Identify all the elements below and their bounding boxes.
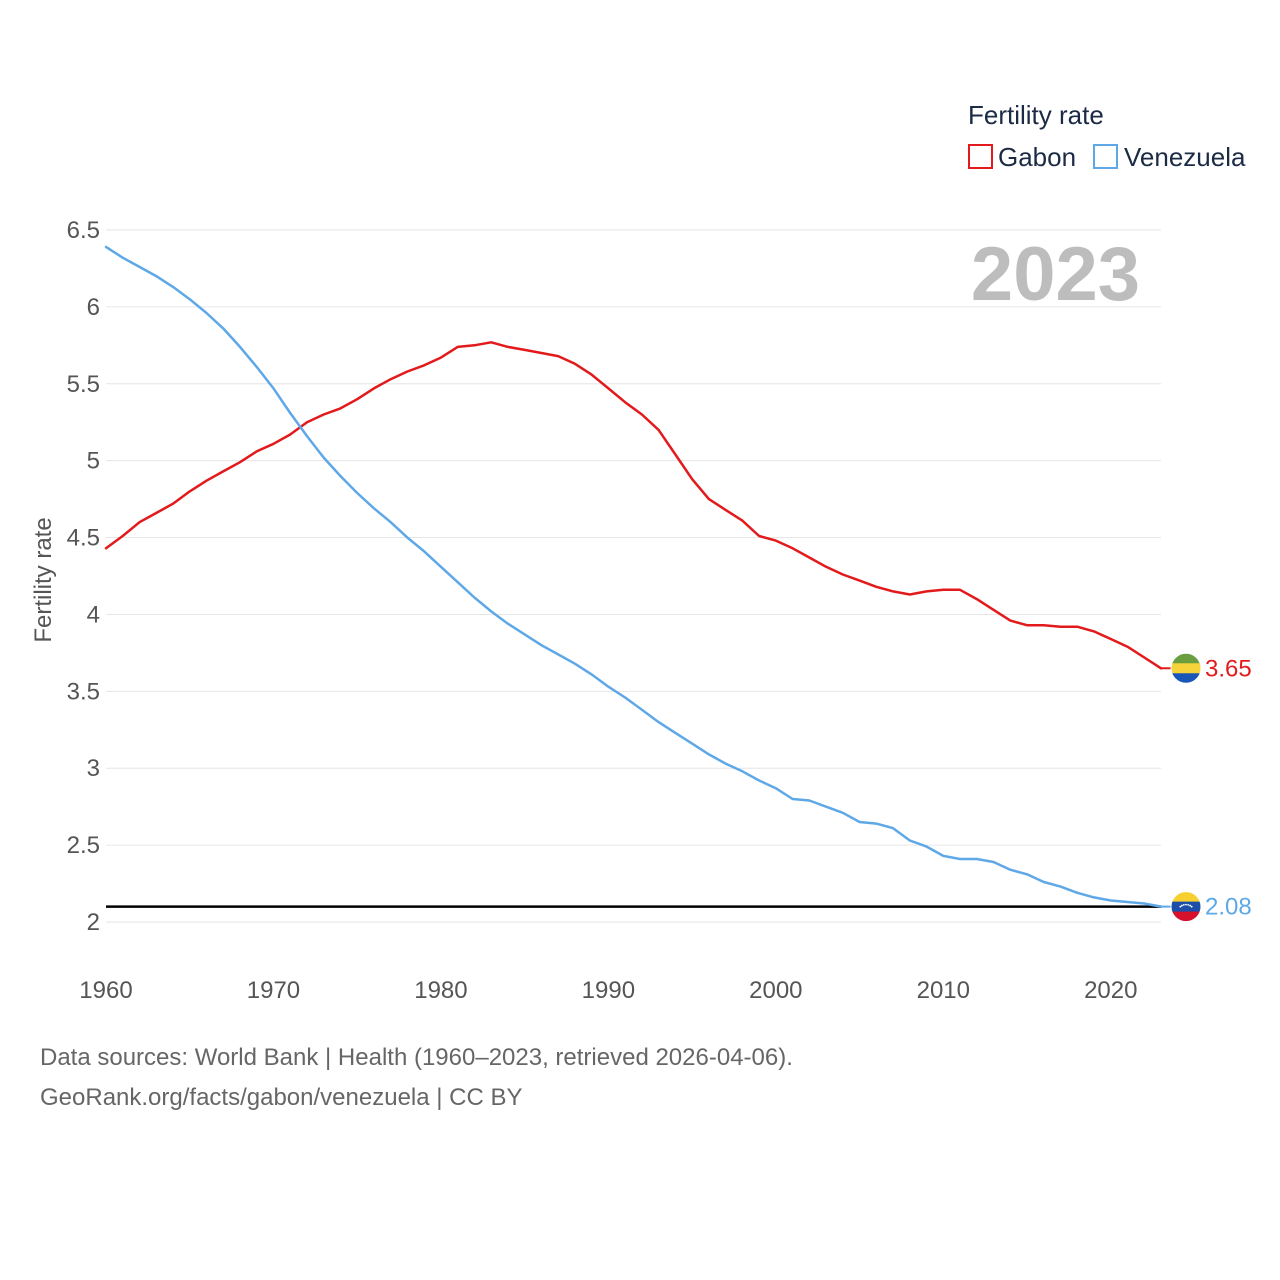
y-axis-title: Fertility rate bbox=[30, 517, 57, 642]
flag-venezuela-icon bbox=[1171, 891, 1201, 922]
x-tick-label: 1970 bbox=[247, 977, 300, 1004]
y-tick-label: 2 bbox=[87, 909, 100, 936]
flag-gabon-icon bbox=[1171, 653, 1201, 684]
flag-border bbox=[1170, 891, 1202, 923]
x-tick-label: 1990 bbox=[582, 977, 635, 1004]
series-lines bbox=[104, 245, 1163, 908]
x-axis-ticks: 1960 1970 1980 1990 2000 2010 2020 bbox=[79, 977, 1137, 1004]
legend-swatch-gabon bbox=[968, 144, 993, 169]
y-tick-label: 4 bbox=[87, 601, 100, 628]
y-tick-label: 5 bbox=[87, 448, 100, 475]
source-line-2: GeoRank.org/facts/gabon/venezuela | CC B… bbox=[40, 1084, 523, 1111]
x-tick-label: 2000 bbox=[749, 977, 802, 1004]
y-tick-label: 6 bbox=[87, 294, 100, 321]
series-end-markers: 3.65 2.08 bbox=[1161, 652, 1252, 923]
y-tick-label: 2.5 bbox=[67, 832, 100, 859]
legend-label-gabon: Gabon bbox=[998, 142, 1076, 172]
y-axis-ticks: 2 2.5 3 3.5 4 4.5 5 5.5 6 6.5 bbox=[67, 217, 100, 936]
series-line-gabon bbox=[104, 341, 1163, 670]
x-tick-label: 1960 bbox=[79, 977, 132, 1004]
flag-border bbox=[1170, 652, 1202, 684]
legend-item-gabon[interactable]: Gabon bbox=[968, 142, 1076, 172]
legend-item-venezuela[interactable]: Venezuela bbox=[1093, 142, 1246, 172]
legend-swatch-venezuela bbox=[1093, 144, 1118, 169]
source-line-1: Data sources: World Bank | Health (1960–… bbox=[40, 1044, 793, 1071]
x-tick-label: 2020 bbox=[1084, 977, 1137, 1004]
legend: Fertility rate Gabon Venezuela bbox=[968, 100, 1246, 172]
series-line-venezuela bbox=[104, 245, 1163, 908]
grid-lines bbox=[106, 229, 1161, 923]
y-tick-label: 3.5 bbox=[67, 678, 100, 705]
year-label: 2023 bbox=[971, 232, 1140, 317]
end-value-label-gabon: 3.65 bbox=[1205, 655, 1252, 682]
x-tick-label: 2010 bbox=[917, 977, 970, 1004]
y-tick-label: 4.5 bbox=[67, 525, 100, 552]
y-tick-label: 3 bbox=[87, 755, 100, 782]
y-tick-label: 6.5 bbox=[67, 217, 100, 244]
x-tick-label: 1980 bbox=[414, 977, 467, 1004]
y-tick-label: 5.5 bbox=[67, 371, 100, 398]
legend-label-venezuela: Venezuela bbox=[1124, 142, 1246, 172]
end-value-label-venezuela: 2.08 bbox=[1205, 894, 1252, 921]
legend-title: Fertility rate bbox=[968, 100, 1104, 130]
